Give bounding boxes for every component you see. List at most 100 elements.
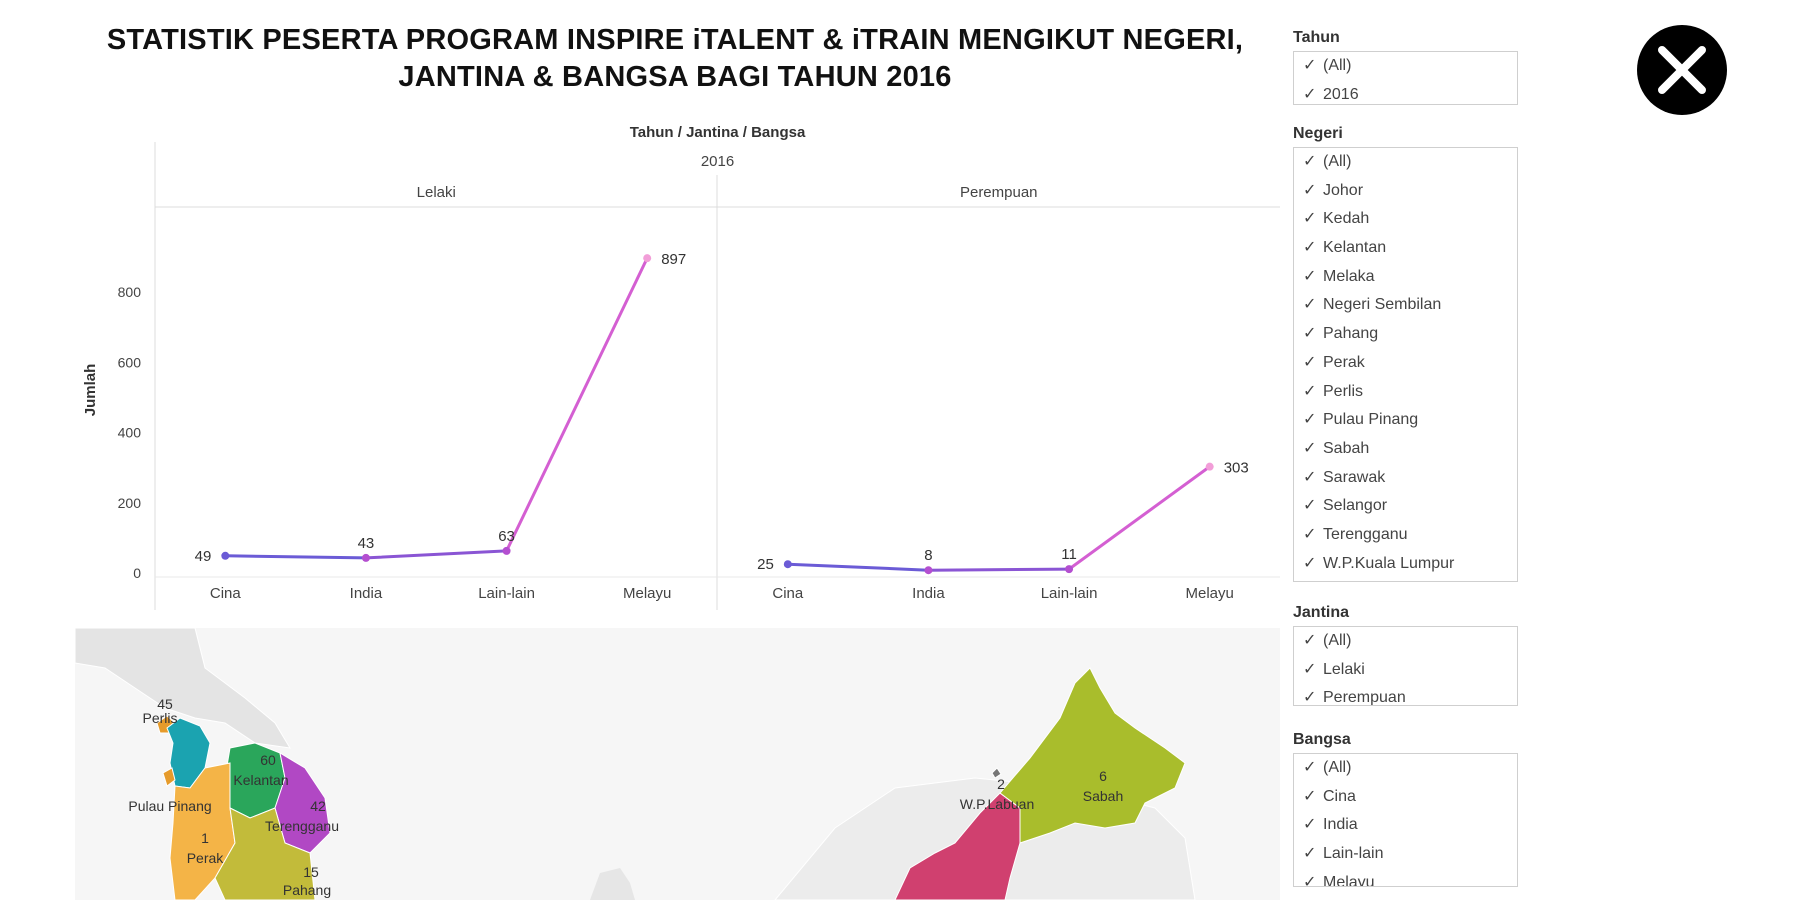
filter-option[interactable]: ✓ (All)	[1294, 627, 1517, 656]
checkmark-icon: ✓	[1303, 57, 1317, 74]
filter-option[interactable]: ✓ Perak	[1294, 349, 1517, 378]
filter-option-label: Pulau Pinang	[1323, 411, 1419, 429]
filter-option[interactable]: ✓ Melayu	[1294, 869, 1517, 887]
map-label-terengganu: Terengganu	[265, 818, 339, 834]
checkmark-icon: ✓	[1303, 660, 1317, 678]
data-point	[1065, 565, 1074, 574]
filter-option[interactable]: ✓ Cina	[1294, 783, 1517, 812]
filter-option-label: Cina	[1323, 787, 1356, 805]
filter-option[interactable]: ✓ Melaka	[1294, 263, 1517, 292]
filter-option-label: Perak	[1323, 353, 1365, 371]
filter-option-label: Johor	[1323, 181, 1364, 199]
map-label-pahang: Pahang	[282, 882, 332, 898]
filter-option-label: Pahang	[1323, 325, 1379, 343]
filter-option-label: (All)	[1323, 759, 1352, 776]
map-label-terengganu-value: 42	[310, 798, 326, 814]
x-tick-label: India	[912, 585, 945, 602]
state-map[interactable]: 45 Perlis 60 Kelantan Pulau Pinang 42 Te…	[75, 628, 1280, 900]
filter-option[interactable]: ✓ Negeri Sembilan	[1294, 291, 1517, 320]
filter-option-label: (All)	[1323, 153, 1352, 170]
map-label-labuan-value: 2	[997, 776, 1005, 792]
checkmark-icon: ✓	[1303, 210, 1317, 228]
filter-option[interactable]: ✓ Perlis	[1294, 378, 1517, 407]
map-region-sabah[interactable]	[999, 667, 1186, 844]
filter-option[interactable]: ✓ Terengganu	[1294, 521, 1517, 550]
checkmark-icon: ✓	[1303, 353, 1317, 371]
filter-option-label: Perlis	[1323, 382, 1364, 400]
data-point	[502, 546, 511, 555]
filter-option[interactable]: ✓ Lain-lain	[1294, 840, 1517, 869]
filter-bangsa-list[interactable]: ✓ (All) ✓ Cina ✓ India ✓ Lain-lain ✓ Melayu	[1293, 753, 1518, 887]
data-label: 43	[358, 535, 375, 552]
close-button[interactable]	[1637, 25, 1727, 115]
map-label-kelantan: Kelantan	[233, 772, 289, 788]
data-label: 25	[757, 556, 774, 573]
data-label: 11	[1061, 546, 1077, 563]
chart-header: Tahun / Jantina / Bangsa	[630, 124, 806, 141]
series-line-segment	[505, 256, 649, 553]
map-region-pulau-pinang[interactable]	[162, 767, 176, 787]
filter-jantina-list[interactable]: ✓ (All) ✓ Lelaki ✓ Perempuan	[1293, 626, 1518, 706]
filter-option[interactable]: ✓ Sabah	[1294, 435, 1517, 464]
filter-option[interactable]: ✓ Sarawak	[1294, 464, 1517, 493]
panel-title: Perempuan	[960, 184, 1038, 201]
filter-option[interactable]: ✓ Johor	[1294, 177, 1517, 206]
checkmark-icon: ✓	[1303, 497, 1317, 515]
map-region-pahang[interactable]	[214, 807, 316, 900]
data-point	[924, 566, 933, 575]
data-label: 49	[195, 548, 212, 565]
checkmark-icon: ✓	[1303, 267, 1317, 285]
series-line-segment	[926, 567, 1071, 572]
checkmark-icon: ✓	[1303, 382, 1317, 400]
data-label: 303	[1224, 460, 1249, 477]
map-region-labuan[interactable]	[991, 767, 1002, 779]
filter-option-label: Sarawak	[1323, 468, 1386, 486]
filter-option[interactable]: ✓ India	[1294, 811, 1517, 840]
filter-option[interactable]: ✓ (All)	[1294, 754, 1517, 783]
filter-option-label: (All)	[1323, 632, 1352, 649]
checkmark-icon: ✓	[1303, 85, 1317, 103]
filter-negeri-list[interactable]: ✓ (All) ✓ Johor ✓ Kedah ✓ Kelantan ✓ Melaka ✓ Neger…	[1293, 147, 1518, 582]
series-line-segment	[223, 554, 368, 560]
map-region-thailand	[75, 628, 291, 749]
filter-option-label: W.P.Kuala Lumpur	[1323, 554, 1455, 572]
data-point	[1205, 462, 1214, 471]
checkmark-icon: ✓	[1303, 632, 1317, 649]
filter-option[interactable]: ✓ Lelaki	[1294, 656, 1517, 685]
checkmark-icon: ✓	[1303, 468, 1317, 486]
filter-option[interactable]: ✓ Perempuan	[1294, 684, 1517, 706]
map-label-kedah-value: 45	[157, 696, 173, 712]
checkmark-icon: ✓	[1303, 689, 1317, 706]
map-region-sumatra	[590, 868, 635, 900]
filter-tahun-list[interactable]: ✓ (All) ✓ 2016	[1293, 51, 1518, 105]
checkmark-icon: ✓	[1303, 239, 1317, 257]
data-point	[643, 254, 652, 263]
y-tick-label: 200	[118, 495, 142, 511]
checkmark-icon: ✓	[1303, 787, 1317, 805]
checkmark-icon: ✓	[1303, 411, 1317, 429]
filter-option[interactable]: ✓ Kelantan	[1294, 234, 1517, 263]
filter-option[interactable]: ✓ Pahang	[1294, 320, 1517, 349]
filter-option[interactable]: ✓ Kedah	[1294, 205, 1517, 234]
filter-option[interactable]: ✓ Selangor	[1294, 492, 1517, 521]
checkmark-icon: ✓	[1303, 153, 1317, 170]
filter-option[interactable]: ✓ 2016	[1294, 81, 1517, 104]
filter-option[interactable]: ✓ Pulau Pinang	[1294, 406, 1517, 435]
filter-option[interactable]: ✓ (All)	[1294, 148, 1517, 177]
x-tick-label: Melayu	[623, 585, 671, 602]
y-tick-label: 0	[133, 565, 141, 581]
data-point	[361, 553, 370, 562]
y-tick-label: 800	[118, 284, 142, 300]
y-axis-label: Jumlah	[82, 364, 99, 417]
filter-option-label: Kelantan	[1323, 239, 1387, 257]
data-point	[783, 560, 792, 569]
filter-option[interactable]: ✓ (All)	[1294, 52, 1517, 81]
data-label: 8	[924, 547, 932, 564]
series-line-segment	[364, 549, 509, 560]
filter-option-label: Melayu	[1323, 873, 1375, 887]
filter-option[interactable]: ✓ W.P.Kuala Lumpur	[1294, 550, 1517, 579]
filter-negeri: Negeri ✓ (All) ✓ Johor ✓ Kedah ✓ Kelantan ✓ Melak…	[1293, 124, 1518, 582]
panel-title: Lelaki	[417, 184, 456, 201]
map-label-pulau-pinang: Pulau Pinang	[128, 798, 212, 814]
filter-option-label: Terengganu	[1323, 525, 1408, 543]
